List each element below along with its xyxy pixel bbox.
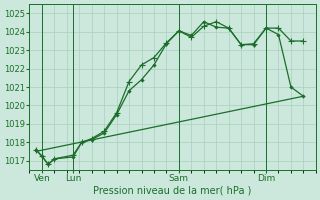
X-axis label: Pression niveau de la mer( hPa ): Pression niveau de la mer( hPa ): [93, 186, 252, 196]
